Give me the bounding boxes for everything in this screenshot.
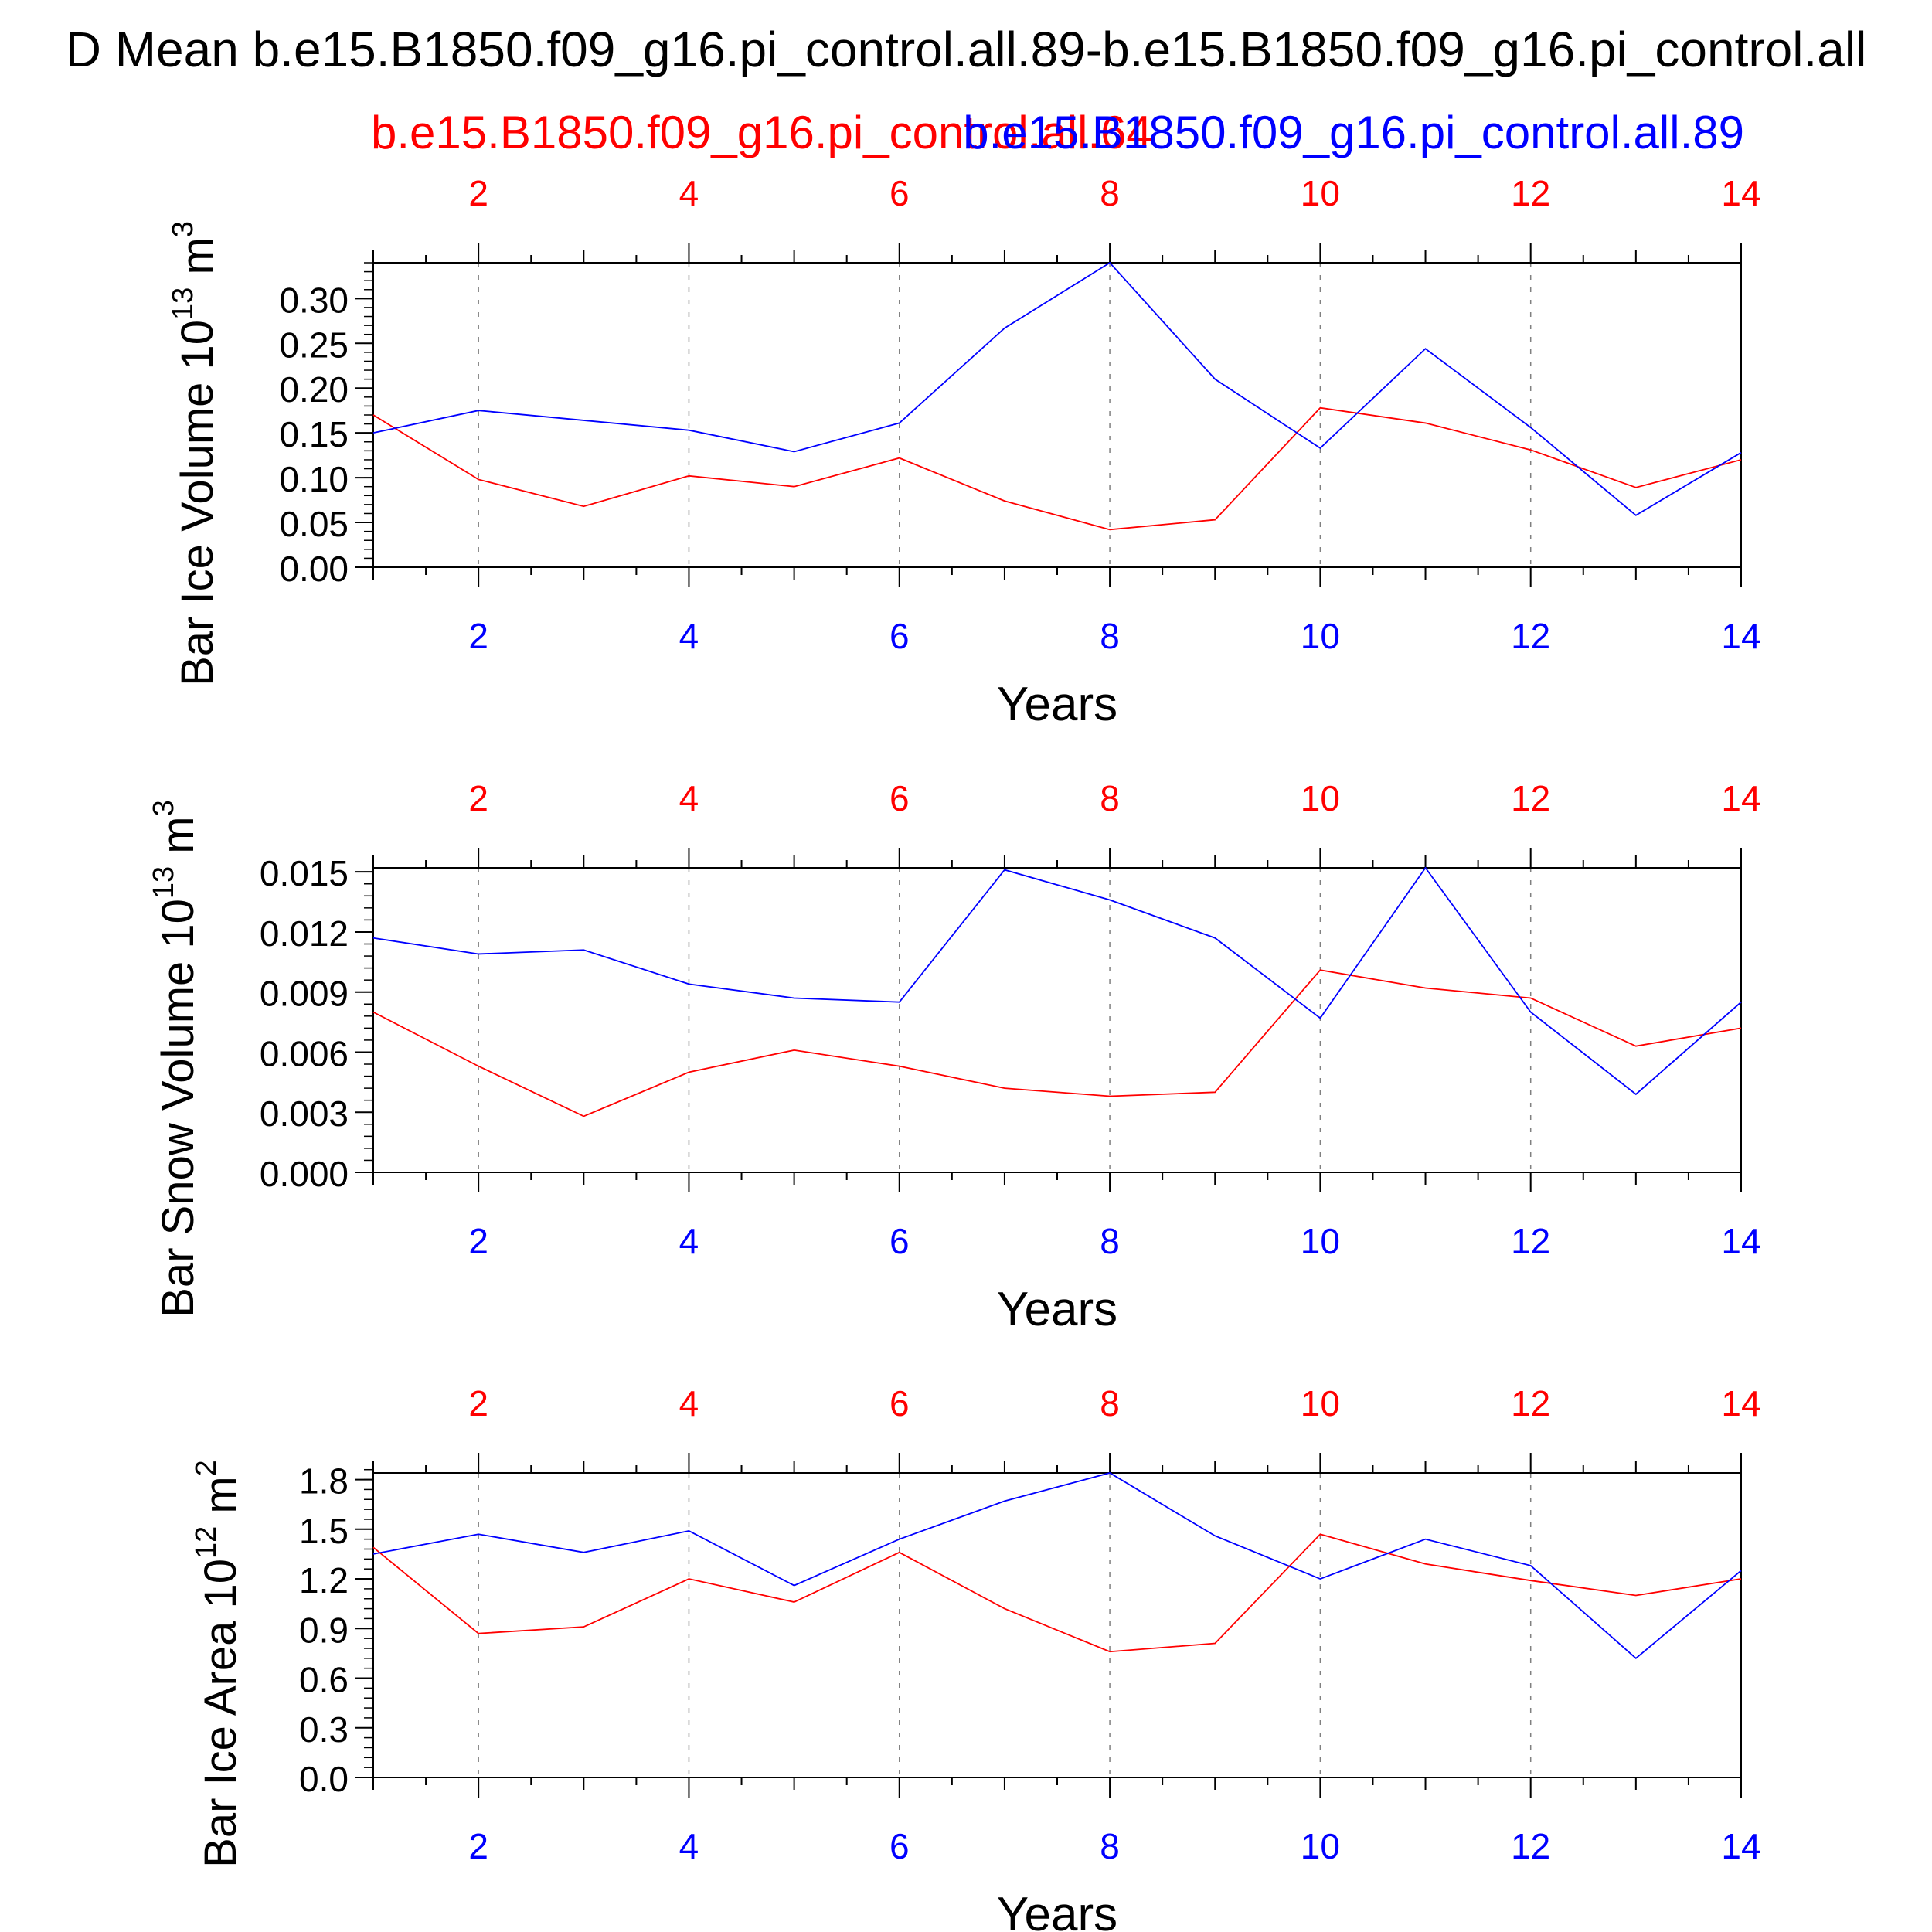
x-bottom-tick-label: 4 [679, 1826, 699, 1866]
chart-title: D Mean b.e15.B1850.f09_g16.pi_control.al… [66, 22, 1867, 77]
y-label-main: Bar Ice Area 10 [196, 1559, 246, 1868]
y-label-unit-exponent: 2 [190, 1460, 223, 1476]
y-tick-label: 0.012 [260, 913, 349, 954]
y-label-unit: m [153, 816, 203, 866]
x-axis-label: Years [997, 678, 1117, 731]
x-bottom-tick-label: 10 [1301, 616, 1340, 656]
x-bottom-tick-label: 2 [468, 616, 488, 656]
y-tick-label: 0.003 [260, 1094, 349, 1134]
x-top-tick-label: 8 [1100, 778, 1120, 818]
y-label-main: Bar Snow Volume 10 [153, 899, 203, 1318]
x-top-tick-label: 14 [1721, 1383, 1760, 1423]
x-bottom-tick-label: 2 [468, 1826, 488, 1866]
legend-blue-label: b.e15.B1850.f09_g16.pi_control.all.89 [963, 107, 1744, 158]
y-tick-label: 0.015 [260, 853, 349, 893]
y-tick-label: 0.05 [279, 504, 349, 544]
x-axis-label: Years [997, 1283, 1117, 1336]
x-top-tick-label: 14 [1721, 173, 1760, 213]
series-line-blue [372, 866, 1742, 1096]
x-bottom-tick-label: 8 [1100, 1826, 1120, 1866]
y-label-unit-exponent: 3 [148, 800, 180, 816]
y-tick-label: 0.000 [260, 1154, 349, 1194]
x-top-tick-label: 10 [1301, 778, 1340, 818]
series-line-red [372, 969, 1742, 1117]
x-bottom-tick-label: 2 [468, 1221, 488, 1261]
x-top-tick-label: 8 [1100, 173, 1120, 213]
x-top-tick-label: 10 [1301, 1383, 1340, 1423]
y-tick-label: 0.0 [299, 1759, 349, 1799]
y-tick-label: 0.10 [279, 459, 349, 499]
x-top-tick-label: 6 [889, 173, 910, 213]
x-bottom-tick-label: 6 [889, 1221, 910, 1261]
y-tick-label: 0.30 [279, 280, 349, 320]
y-tick-label: 1.8 [299, 1461, 349, 1502]
x-bottom-tick-label: 4 [679, 616, 699, 656]
x-bottom-tick-label: 6 [889, 616, 910, 656]
x-top-tick-label: 4 [679, 173, 699, 213]
x-top-tick-label: 12 [1511, 1383, 1550, 1423]
x-bottom-tick-label: 10 [1301, 1221, 1340, 1261]
x-bottom-tick-label: 10 [1301, 1826, 1340, 1866]
x-top-tick-label: 4 [679, 1383, 699, 1423]
series-line-blue [372, 1472, 1742, 1660]
x-bottom-tick-label: 8 [1100, 616, 1120, 656]
y-tick-label: 0.15 [279, 414, 349, 454]
x-bottom-tick-label: 14 [1721, 1826, 1760, 1866]
y-label-main: Bar Ice Volume 10 [172, 320, 223, 686]
x-bottom-tick-label: 12 [1511, 1221, 1550, 1261]
x-top-tick-label: 2 [468, 778, 488, 818]
x-top-tick-label: 2 [468, 1383, 488, 1423]
plot-frame [372, 867, 1742, 1173]
y-axis-label: Bar Ice Volume 1013 m3 [167, 221, 223, 686]
series-line-blue [372, 261, 1742, 516]
x-top-tick-label: 12 [1511, 173, 1550, 213]
y-axis-label: Bar Snow Volume 1013 m3 [148, 800, 203, 1318]
y-tick-label: 0.009 [260, 974, 349, 1014]
x-bottom-tick-label: 6 [889, 1826, 910, 1866]
x-bottom-tick-label: 4 [679, 1221, 699, 1261]
x-top-tick-label: 4 [679, 778, 699, 818]
y-label-unit: m [196, 1476, 246, 1526]
x-top-tick-label: 14 [1721, 778, 1760, 818]
y-tick-label: 1.5 [299, 1511, 349, 1551]
chart-panel-3: 0.0 0.3 0.6 0.9 1.2 1.5 1.8 2 2 4 4 6 6 8 8 10 10 12 12 14 1… [190, 1383, 1761, 1932]
legend-red-label: b.e15.B1850.f09_g16.pi_control.all.64 [371, 107, 1152, 158]
x-top-tick-label: 12 [1511, 778, 1550, 818]
series-line-red [372, 406, 1742, 531]
x-axis-label: Years [997, 1888, 1117, 1932]
series-line-red [372, 1533, 1742, 1653]
x-top-tick-label: 6 [889, 1383, 910, 1423]
x-bottom-tick-label: 14 [1721, 1221, 1760, 1261]
chart-panel-2: 0.000 0.003 0.006 0.009 0.012 0.015 2 2 4 4 6 6 8 8 10… [148, 778, 1761, 1336]
chart-panel-1: 0.00 0.05 0.10 0.150.200.25 0.30 2 2 4 4 6 6 8 8 10 10… [167, 173, 1761, 731]
panels: 0.00 0.05 0.10 0.150.200.25 0.30 2 2 4 4 6 6 8 8 10 10… [148, 173, 1761, 1932]
y-tick-label: 0.6 [299, 1660, 349, 1700]
y-label-unit: m [172, 237, 223, 287]
plot-frame [372, 262, 1742, 568]
x-bottom-tick-label: 14 [1721, 616, 1760, 656]
y-label-unit-exponent: 3 [167, 221, 199, 237]
plot-frame [372, 1472, 1742, 1778]
y-label-exponent: 13 [167, 287, 199, 320]
y-tick-label: 0.20 [279, 369, 349, 410]
x-bottom-tick-label: 8 [1100, 1221, 1120, 1261]
x-top-tick-label: 10 [1301, 173, 1340, 213]
y-tick-label: 0.00 [279, 549, 349, 589]
y-tick-label: 1.2 [299, 1560, 349, 1600]
x-top-tick-label: 2 [468, 173, 488, 213]
y-tick-label: 0.3 [299, 1709, 349, 1750]
x-top-tick-label: 8 [1100, 1383, 1120, 1423]
y-label-exponent: 12 [190, 1526, 223, 1559]
y-label-exponent: 13 [148, 866, 180, 899]
x-top-tick-label: 6 [889, 778, 910, 818]
x-bottom-tick-label: 12 [1511, 616, 1550, 656]
y-tick-label: 0.25 [279, 325, 349, 365]
x-bottom-tick-label: 12 [1511, 1826, 1550, 1866]
y-axis-label: Bar Ice Area 1012 m2 [190, 1460, 246, 1868]
y-tick-label: 0.006 [260, 1033, 349, 1073]
y-tick-label: 0.9 [299, 1610, 349, 1650]
